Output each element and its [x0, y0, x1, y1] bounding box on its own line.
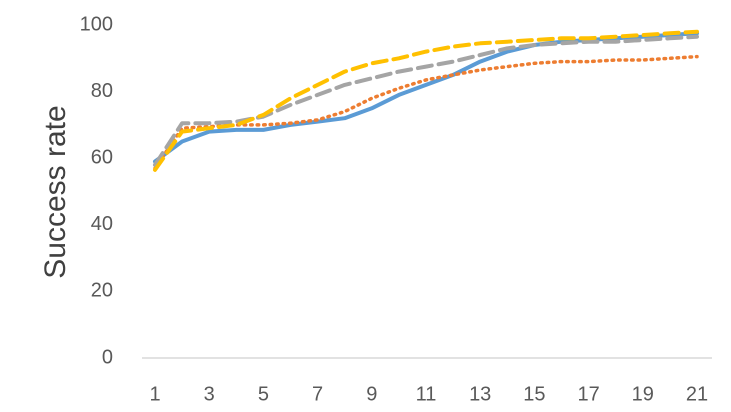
x-tick-label: 15: [523, 383, 545, 405]
y-tick-label: 20: [91, 280, 113, 302]
x-tick-label: 1: [149, 383, 160, 405]
x-tick-label: 13: [469, 383, 491, 405]
series-line-2: [153, 54, 699, 170]
y-tick-label: 100: [80, 13, 113, 35]
y-tick-label: 60: [91, 146, 113, 168]
x-tick-label: 19: [632, 383, 654, 405]
x-tick-label: 21: [686, 383, 708, 405]
series-line-3: [153, 34, 699, 167]
x-tick-label: 5: [258, 383, 269, 405]
series-lines: [153, 29, 699, 172]
y-axis-title: Success rate: [39, 105, 72, 278]
series-line-4: [153, 29, 699, 172]
y-tick-label: 0: [102, 346, 113, 368]
y-tick-label: 80: [91, 80, 113, 102]
x-tick-label: 7: [312, 383, 323, 405]
x-tick-label: 9: [366, 383, 377, 405]
x-tick-label: 17: [577, 383, 599, 405]
x-tick-label: 11: [416, 383, 437, 405]
y-tick-labels: 0 20 40 60 80 100: [80, 13, 113, 368]
x-tick-labels: 1 3 5 7 9 11 13 15 17 19 21: [149, 383, 708, 405]
y-tick-label: 40: [91, 213, 113, 235]
x-tick-label: 3: [204, 383, 215, 405]
